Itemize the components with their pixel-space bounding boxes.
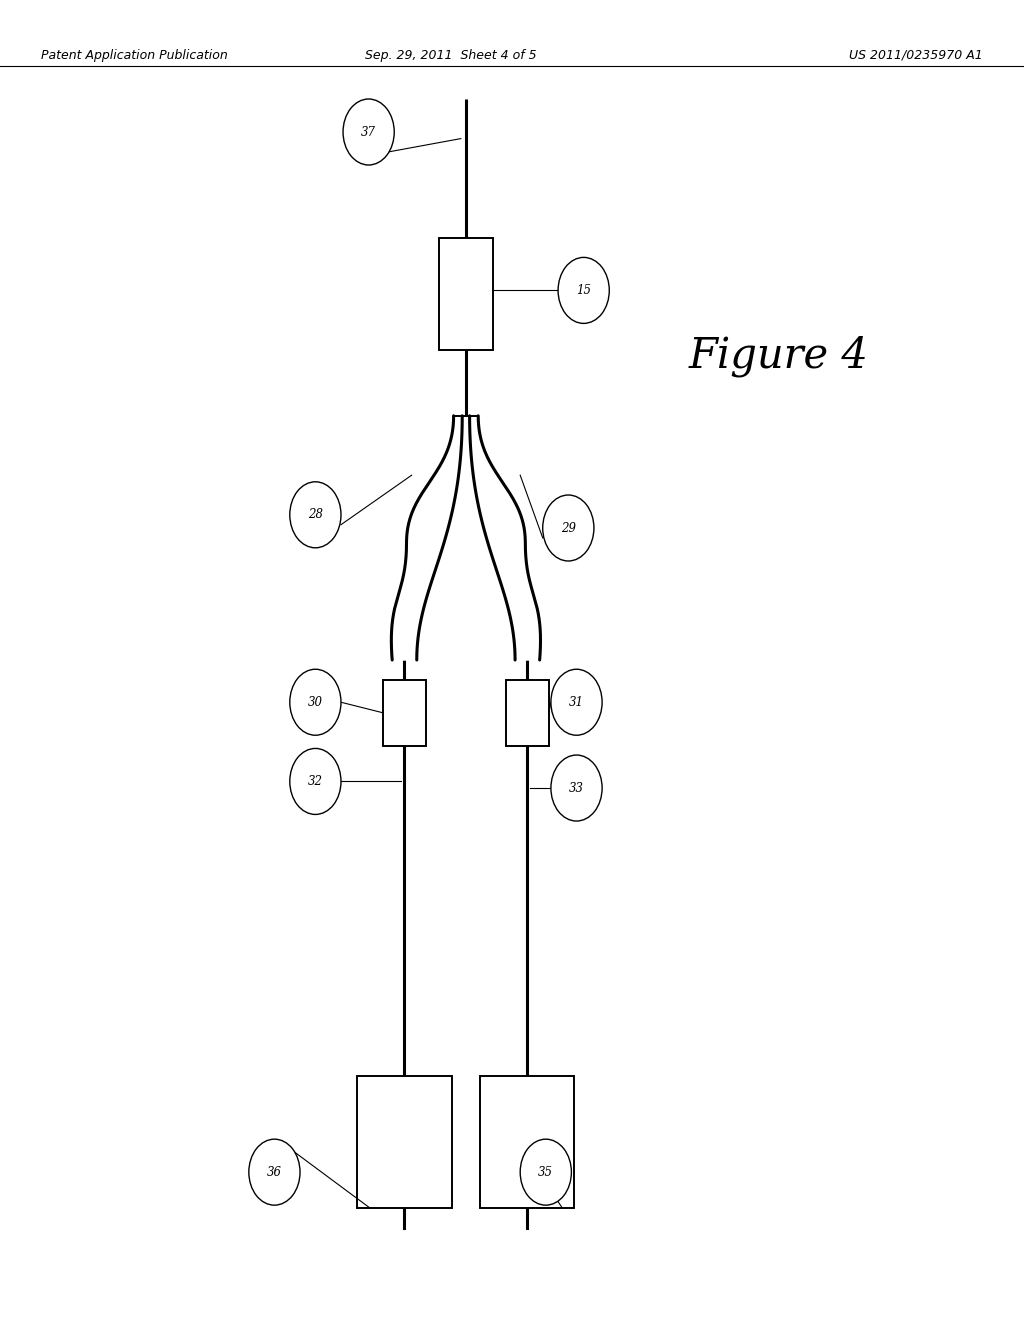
Text: 30: 30	[308, 696, 323, 709]
Bar	[357, 1076, 452, 1208]
Bar	[506, 680, 549, 746]
Text: 31: 31	[569, 696, 584, 709]
Text: 33: 33	[569, 781, 584, 795]
Text: Figure 4: Figure 4	[688, 335, 868, 378]
Circle shape	[290, 748, 341, 814]
Circle shape	[551, 669, 602, 735]
Bar	[383, 680, 426, 746]
Text: Patent Application Publication: Patent Application Publication	[41, 49, 227, 62]
Circle shape	[558, 257, 609, 323]
Text: 35: 35	[539, 1166, 553, 1179]
Text: 37: 37	[361, 125, 376, 139]
Text: 28: 28	[308, 508, 323, 521]
Text: 29: 29	[561, 521, 575, 535]
Circle shape	[343, 99, 394, 165]
Circle shape	[551, 755, 602, 821]
Text: 36: 36	[267, 1166, 282, 1179]
Polygon shape	[391, 416, 462, 660]
Circle shape	[543, 495, 594, 561]
Circle shape	[249, 1139, 300, 1205]
Circle shape	[290, 669, 341, 735]
Text: 15: 15	[577, 284, 591, 297]
Bar	[480, 1076, 574, 1208]
Circle shape	[520, 1139, 571, 1205]
Bar	[439, 238, 493, 350]
Text: 32: 32	[308, 775, 323, 788]
Text: US 2011/0235970 A1: US 2011/0235970 A1	[849, 49, 983, 62]
Text: Sep. 29, 2011  Sheet 4 of 5: Sep. 29, 2011 Sheet 4 of 5	[365, 49, 537, 62]
Circle shape	[290, 482, 341, 548]
Polygon shape	[470, 416, 541, 660]
